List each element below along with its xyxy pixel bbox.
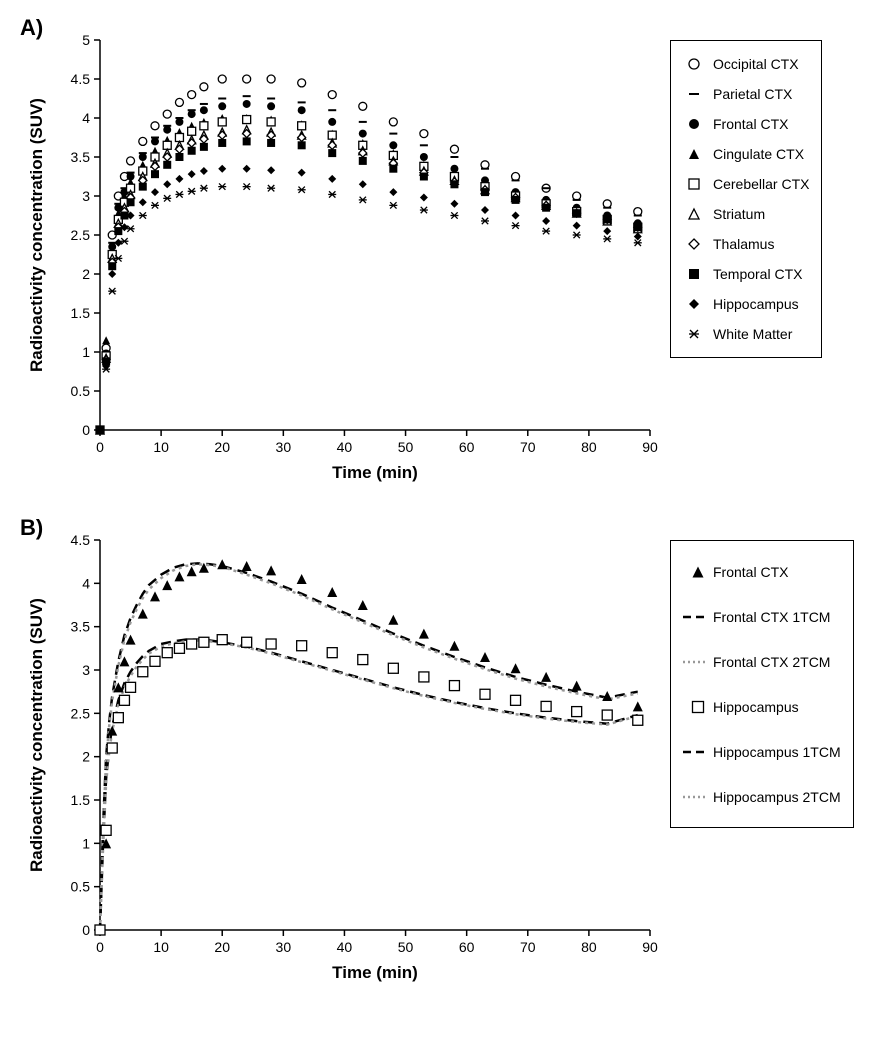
svg-text:Radioactivity concentration (S: Radioactivity concentration (SUV) [27, 598, 46, 872]
svg-text:4.5: 4.5 [71, 532, 91, 548]
svg-text:2.5: 2.5 [71, 705, 91, 721]
svg-text:Time (min): Time (min) [332, 963, 418, 982]
svg-text:30: 30 [276, 439, 292, 455]
panel-a-chart: 0 10 20 30 40 50 60 70 80 90 0 0.5 1 1.5 2 2.5 3 3.5 4 4.5 5… [20, 20, 660, 490]
svg-text:20: 20 [214, 939, 230, 955]
svg-text:90: 90 [642, 939, 658, 955]
svg-text:3: 3 [82, 188, 90, 204]
panel-b: B) 010203040506070809000.511.522.533.544… [20, 520, 876, 990]
svg-text:Radioactivity concentration (S: Radioactivity concentration (SUV) [27, 98, 46, 372]
svg-text:Time (min): Time (min) [332, 463, 418, 482]
svg-text:50: 50 [398, 439, 414, 455]
legend-item: Frontal CTX 1TCM [683, 594, 841, 639]
legend-item: Frontal CTX [683, 549, 841, 594]
svg-text:3: 3 [82, 662, 90, 678]
svg-text:5: 5 [82, 32, 90, 48]
svg-text:80: 80 [581, 939, 597, 955]
panel-b-legend: Frontal CTXFrontal CTX 1TCMFrontal CTX 2… [670, 540, 854, 828]
panel-b-chart: 0 10 20 30 40 50 60 70 80 90 0 0.5 1 1.5 2 2.5 3 3.5 4 4.5 T… [20, 520, 660, 990]
legend-item: Parietal CTX [683, 79, 809, 109]
legend-item: Temporal CTX [683, 259, 809, 289]
panel-a: A) 010203040506070809000.511.522.533.544… [20, 20, 876, 490]
svg-text:70: 70 [520, 439, 536, 455]
svg-text:4: 4 [82, 110, 90, 126]
svg-text:10: 10 [153, 439, 169, 455]
legend-item: Frontal CTX [683, 109, 809, 139]
svg-text:0: 0 [82, 922, 90, 938]
svg-text:0.5: 0.5 [71, 879, 91, 895]
panel-a-legend: Occipital CTXParietal CTXFrontal CTXCing… [670, 40, 822, 358]
svg-text:2: 2 [82, 266, 90, 282]
svg-text:2.5: 2.5 [71, 227, 91, 243]
svg-text:40: 40 [337, 939, 353, 955]
svg-text:20: 20 [214, 439, 230, 455]
legend-item: Occipital CTX [683, 49, 809, 79]
legend-item: Cerebellar CTX [683, 169, 809, 199]
legend-item: White Matter [683, 319, 809, 349]
svg-text:60: 60 [459, 939, 475, 955]
svg-text:1.5: 1.5 [71, 792, 91, 808]
svg-text:0: 0 [82, 422, 90, 438]
svg-text:30: 30 [276, 939, 292, 955]
panel-b-label: B) [20, 515, 43, 541]
legend-item: Striatum [683, 199, 809, 229]
legend-item: Hippocampus 1TCM [683, 729, 841, 774]
svg-text:40: 40 [337, 439, 353, 455]
svg-text:4: 4 [82, 575, 90, 591]
svg-text:1: 1 [82, 835, 90, 851]
svg-text:2: 2 [82, 749, 90, 765]
svg-text:3.5: 3.5 [71, 619, 91, 635]
svg-text:10: 10 [153, 939, 169, 955]
legend-item: Hippocampus 2TCM [683, 774, 841, 819]
svg-text:1: 1 [82, 344, 90, 360]
legend-item: Hippocampus [683, 289, 809, 319]
svg-text:90: 90 [642, 439, 658, 455]
svg-text:0.5: 0.5 [71, 383, 91, 399]
svg-text:4.5: 4.5 [71, 71, 91, 87]
svg-text:70: 70 [520, 939, 536, 955]
svg-text:0: 0 [96, 939, 104, 955]
panel-a-label: A) [20, 15, 43, 41]
svg-text:50: 50 [398, 939, 414, 955]
svg-text:3.5: 3.5 [71, 149, 91, 165]
legend-item: Frontal CTX 2TCM [683, 639, 841, 684]
legend-item: Cingulate CTX [683, 139, 809, 169]
svg-text:80: 80 [581, 439, 597, 455]
svg-text:1.5: 1.5 [71, 305, 91, 321]
legend-item: Thalamus [683, 229, 809, 259]
svg-text:60: 60 [459, 439, 475, 455]
svg-text:0: 0 [96, 439, 104, 455]
legend-item: Hippocampus [683, 684, 841, 729]
